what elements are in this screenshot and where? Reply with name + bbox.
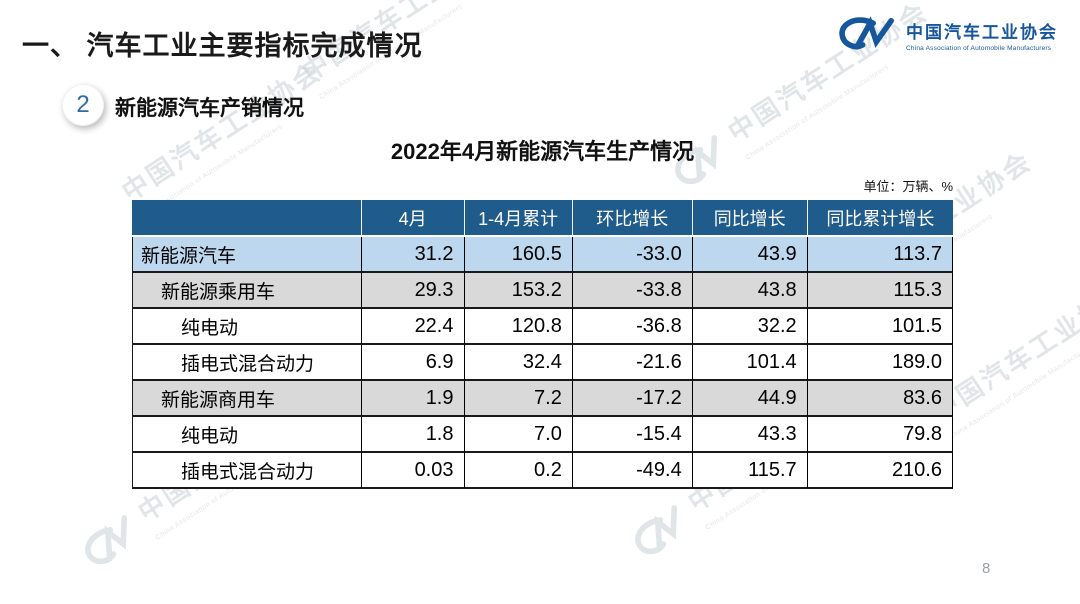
- section-number-badge: 2: [62, 84, 104, 126]
- value-cell: 0.2: [464, 453, 573, 489]
- column-header-empty: [132, 200, 362, 237]
- row-label-cell: 纯电动: [132, 309, 362, 345]
- value-cell: 115.3: [807, 273, 953, 309]
- unit-label: 单位：万辆、%: [863, 179, 953, 194]
- table-row: 纯电动 22.4 120.8 -36.8 32.2 101.5: [132, 309, 953, 345]
- value-cell: 79.8: [807, 417, 953, 453]
- page-title: 一、 汽车工业主要指标完成情况: [22, 31, 423, 61]
- org-logo-text: 中国汽车工业协会 China Association of Automobile…: [906, 18, 1058, 52]
- table-header-row: 4月 1-4月累计 环比增长 同比增长 同比累计增长: [132, 200, 953, 237]
- section-number: 2: [76, 91, 90, 118]
- value-cell: 29.3: [361, 273, 465, 309]
- value-cell: 101.4: [692, 345, 808, 381]
- table-row: 新能源乘用车 29.3 153.2 -33.8 43.8 115.3: [132, 273, 953, 309]
- value-cell: 113.7: [807, 237, 953, 273]
- value-cell: 31.2: [361, 237, 465, 273]
- watermark-cm-icon: [84, 514, 127, 564]
- column-header: 4月: [361, 200, 465, 237]
- value-cell: 43.9: [692, 237, 808, 273]
- value-cell: 0.03: [361, 453, 465, 489]
- value-cell: -17.2: [572, 381, 693, 417]
- table-row: 新能源商用车 1.9 7.2 -17.2 44.9 83.6: [132, 381, 953, 417]
- value-cell: -15.4: [572, 417, 693, 453]
- value-cell: 22.4: [361, 309, 465, 345]
- value-cell: -21.6: [572, 345, 693, 381]
- page-number: 8: [982, 560, 991, 577]
- column-header: 同比累计增长: [807, 200, 953, 237]
- table-title: 2022年4月新能源汽车生产情况: [390, 139, 695, 164]
- watermark-text-en: China Association of Automobile Manufact…: [948, 343, 1080, 442]
- cam-logo-icon: [839, 16, 894, 50]
- section-title: 新能源汽车产销情况: [115, 97, 304, 120]
- value-cell: 7.0: [464, 417, 573, 453]
- row-label-cell: 插电式混合动力: [132, 345, 362, 381]
- column-header: 同比增长: [692, 200, 808, 237]
- column-header: 1-4月累计: [464, 200, 573, 237]
- row-label-cell: 插电式混合动力: [132, 453, 362, 489]
- production-table: 4月 1-4月累计 环比增长 同比增长 同比累计增长 新能源汽车 31.2 160.5 -33…: [132, 200, 953, 489]
- table-row: 纯电动 1.8 7.0 -15.4 43.3 79.8: [132, 417, 953, 453]
- value-cell: 160.5: [464, 237, 573, 273]
- value-cell: 210.6: [807, 453, 953, 489]
- value-cell: 43.3: [692, 417, 808, 453]
- watermark-cm-icon: [634, 504, 677, 554]
- row-label-cell: 新能源乘用车: [132, 273, 362, 309]
- value-cell: 153.2: [464, 273, 573, 309]
- column-header: 环比增长: [572, 200, 693, 237]
- table-row: 新能源汽车 31.2 160.5 -33.0 43.9 113.7: [132, 237, 953, 273]
- value-cell: 43.8: [692, 273, 808, 309]
- value-cell: 120.8: [464, 309, 573, 345]
- value-cell: 101.5: [807, 309, 953, 345]
- value-cell: -33.8: [572, 273, 693, 309]
- value-cell: 189.0: [807, 345, 953, 381]
- org-name-cn: 中国汽车工业协会: [906, 23, 1058, 42]
- row-label-cell: 新能源汽车: [132, 237, 362, 273]
- value-cell: 115.7: [692, 453, 808, 489]
- row-label-cell: 新能源商用车: [132, 381, 362, 417]
- value-cell: 7.2: [464, 381, 573, 417]
- value-cell: 32.4: [464, 345, 573, 381]
- value-cell: 1.8: [361, 417, 465, 453]
- value-cell: 1.9: [361, 381, 465, 417]
- org-name-en: China Association of Automobile Manufact…: [906, 45, 1052, 52]
- org-logo: 中国汽车工业协会 China Association of Automobile…: [836, 14, 1058, 56]
- value-cell: -49.4: [572, 453, 693, 489]
- table-row: 插电式混合动力 0.03 0.2 -49.4 115.7 210.6: [132, 453, 953, 489]
- table-row: 插电式混合动力 6.9 32.4 -21.6 101.4 189.0: [132, 345, 953, 381]
- value-cell: -36.8: [572, 309, 693, 345]
- row-label-cell: 纯电动: [132, 417, 362, 453]
- value-cell: 6.9: [361, 345, 465, 381]
- value-cell: -33.0: [572, 237, 693, 273]
- value-cell: 83.6: [807, 381, 953, 417]
- value-cell: 44.9: [692, 381, 808, 417]
- value-cell: 32.2: [692, 309, 808, 345]
